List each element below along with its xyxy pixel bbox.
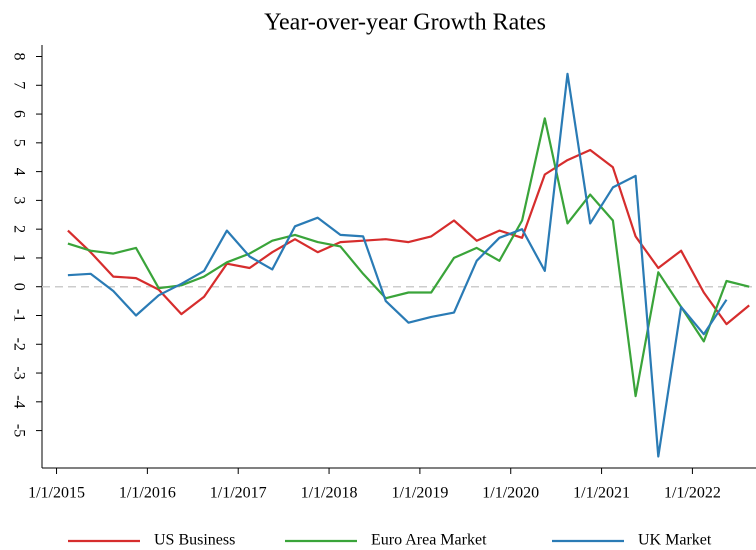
x-tick-label: 1/1/2020: [482, 485, 539, 502]
x-tick-label: 1/1/2017: [210, 485, 267, 502]
x-tick-label: 1/1/2019: [391, 485, 448, 502]
y-tick-label: 0: [10, 283, 27, 291]
legend-label: US Business: [154, 532, 235, 549]
y-tick-label: 3: [10, 196, 27, 204]
y-tick-label: -5: [10, 424, 27, 437]
y-tick-label: 1: [10, 254, 27, 262]
y-tick-label: -3: [10, 366, 27, 379]
y-tick-label: 6: [10, 110, 27, 118]
data-line: [67, 72, 728, 458]
x-tick-label: 1/1/2022: [664, 485, 721, 502]
y-tick-label: 8: [10, 53, 27, 61]
x-tick-label: 1/1/2021: [573, 485, 630, 502]
x-tick-label: 1/1/2018: [301, 485, 358, 502]
x-tick-label: 1/1/2016: [119, 485, 176, 502]
y-tick-label: -1: [10, 309, 27, 322]
y-tick-label: 2: [10, 225, 27, 233]
y-tick-label: -4: [10, 395, 27, 408]
legend-label: UK Market: [638, 532, 712, 549]
chart-title: Year-over-year Growth Rates: [264, 10, 546, 36]
y-tick-label: 7: [10, 81, 27, 89]
legend-label: Euro Area Market: [371, 532, 487, 549]
y-tick-label: 4: [10, 168, 27, 176]
y-tick-label: 5: [10, 139, 27, 147]
x-tick-label: 1/1/2015: [28, 485, 85, 502]
data-line: [67, 148, 750, 326]
y-tick-label: -2: [10, 338, 27, 351]
data-line: [67, 117, 750, 398]
